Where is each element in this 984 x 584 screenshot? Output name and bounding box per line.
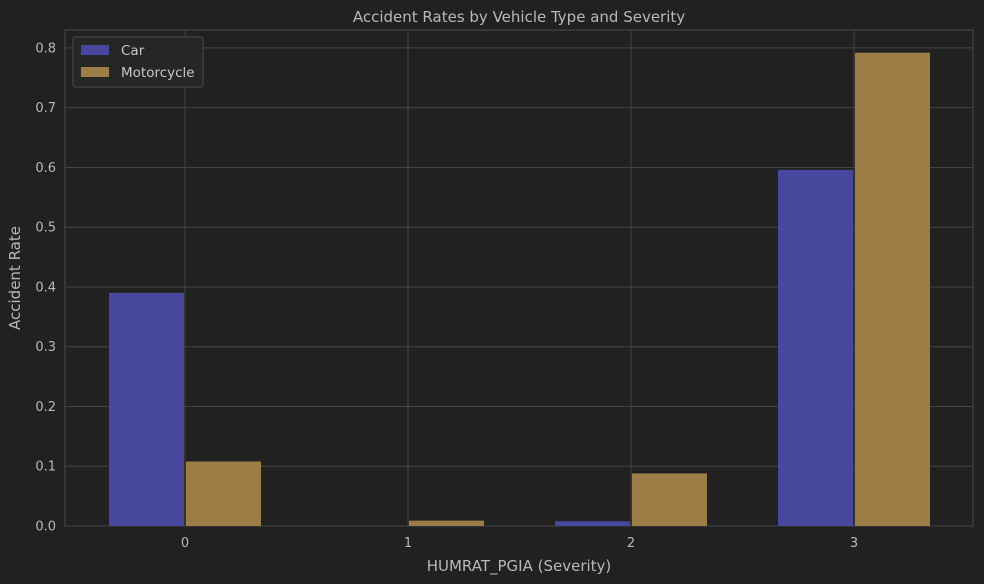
- bar-motorcycle-2: [632, 473, 707, 526]
- x-gridlines: [184, 30, 855, 526]
- x-tick-label: 3: [850, 536, 858, 551]
- bar-car-0: [109, 292, 184, 526]
- y-tick-label: 0.1: [35, 460, 56, 475]
- bar-car-2: [555, 521, 630, 526]
- y-tick-label: 0.2: [35, 400, 56, 415]
- x-tick-label: 0: [181, 536, 189, 551]
- bar-motorcycle-1: [409, 520, 484, 526]
- y-tick-label: 0.5: [35, 221, 56, 236]
- bar-car-3: [778, 169, 853, 526]
- legend-swatch-motorcycle: [81, 67, 109, 77]
- legend: Car Motorcycle: [72, 36, 204, 88]
- legend-swatch-car: [81, 45, 109, 55]
- x-tick-labels: 0 1 2 3: [181, 536, 858, 551]
- y-tick-labels: 0.0 0.1 0.2 0.3 0.4 0.5 0.6 0.7 0.8: [35, 41, 56, 534]
- bar-motorcycle-0: [186, 461, 261, 526]
- chart-title: Accident Rates by Vehicle Type and Sever…: [353, 8, 685, 26]
- bars: [109, 52, 930, 526]
- y-tick-label: 0.4: [35, 280, 56, 295]
- y-axis-title: Accident Rate: [6, 226, 24, 330]
- y-tick-label: 0.3: [35, 340, 56, 355]
- y-tick-label: 0.6: [35, 161, 56, 176]
- x-axis-title: HUMRAT_PGIA (Severity): [427, 557, 612, 576]
- y-tick-label: 0.8: [35, 41, 56, 56]
- x-tick-label: 2: [627, 536, 635, 551]
- legend-label-motorcycle: Motorcycle: [121, 65, 195, 81]
- legend-label-car: Car: [121, 43, 145, 59]
- y-tick-label: 0.0: [35, 520, 56, 535]
- x-tick-label: 1: [404, 536, 412, 551]
- y-tick-label: 0.7: [35, 101, 56, 116]
- bar-motorcycle-3: [855, 52, 930, 526]
